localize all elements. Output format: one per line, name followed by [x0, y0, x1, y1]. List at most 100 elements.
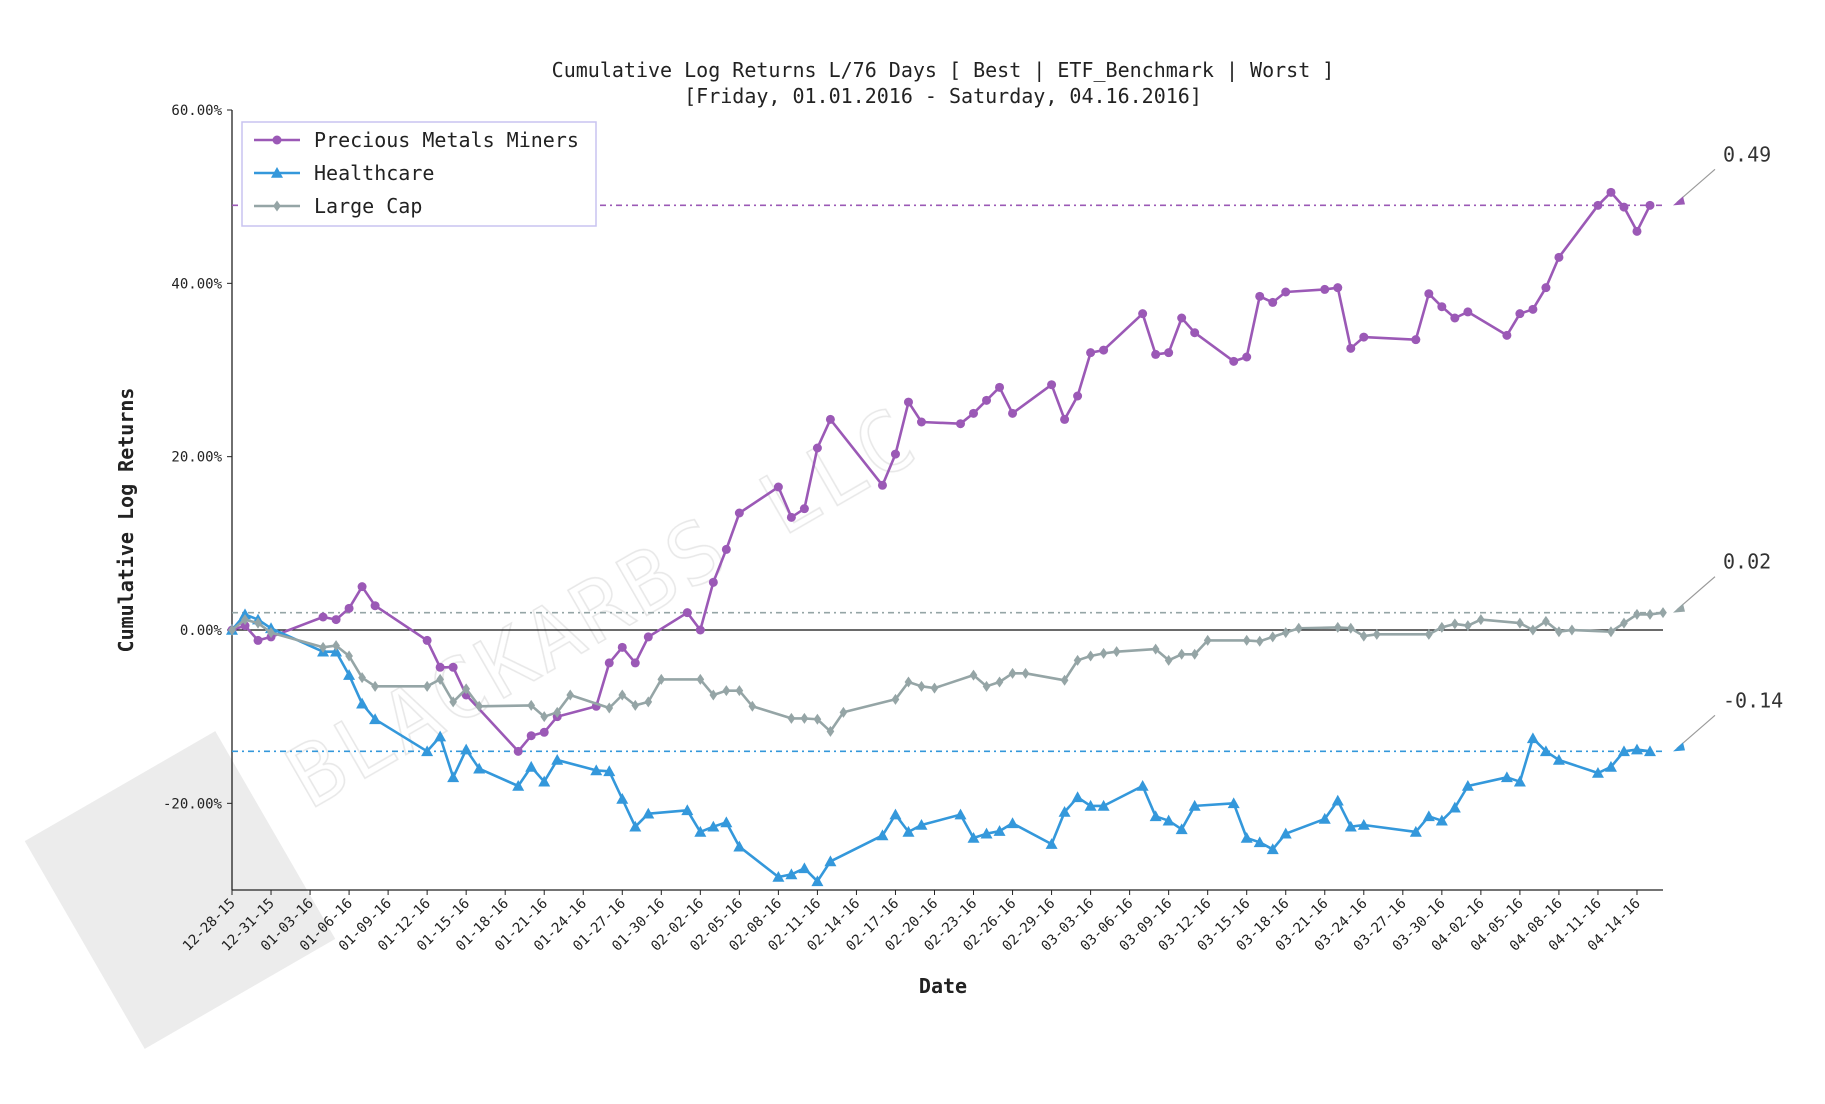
- large-cap-point: [228, 624, 236, 636]
- healthcare-legend-label: Healthcare: [314, 161, 434, 185]
- healthcare-point: [1006, 817, 1019, 829]
- large-cap-point: [696, 673, 705, 685]
- precious-metals-miners-point: [435, 662, 445, 672]
- healthcare-point: [239, 608, 252, 620]
- precious-metals-miners-point: [786, 512, 796, 522]
- precious-metals-miners-point: [1060, 414, 1070, 424]
- large-cap-point: [969, 669, 978, 681]
- healthcare-point: [1058, 806, 1071, 817]
- precious-metals-miners-point: [513, 746, 523, 756]
- precious-metals-miners-point: [982, 395, 992, 405]
- precious-metals-miners-point: [1255, 291, 1265, 301]
- precious-metals-miners-point: [1554, 252, 1564, 262]
- precious-metals-miners-line: [231, 191, 1652, 753]
- precious-metals-miners-point: [240, 621, 250, 631]
- precious-metals-miners-point: [903, 397, 913, 407]
- precious-metals-miners-point: [1463, 307, 1473, 317]
- healthcare-point: [1500, 771, 1513, 783]
- large-cap-point: [1633, 608, 1641, 620]
- large-cap-point: [319, 641, 327, 653]
- large-cap-point: [722, 685, 731, 697]
- large-cap-point: [1542, 615, 1550, 627]
- precious-metals-miners-point: [1411, 335, 1421, 345]
- large-cap-point: [1620, 617, 1628, 629]
- healthcare-point: [1045, 838, 1058, 849]
- large-cap-point: [1073, 654, 1082, 666]
- large-cap-point: [345, 650, 353, 662]
- precious-metals-miners-point: [604, 658, 614, 668]
- healthcare-final-value-label: -0.14: [1723, 688, 1783, 712]
- healthcare-point: [421, 745, 434, 757]
- large-cap-point: [748, 700, 757, 712]
- precious-metals-miners-point: [799, 504, 809, 514]
- large-cap-legend-marker: [273, 200, 281, 212]
- large-cap-point: [800, 712, 809, 724]
- precious-metals-miners-point: [721, 544, 731, 554]
- healthcare-point: [1409, 825, 1422, 837]
- healthcare-point: [369, 713, 382, 725]
- large-cap-point: [1659, 607, 1667, 619]
- precious-metals-miners-point: [1450, 313, 1460, 323]
- large-cap-point: [241, 614, 249, 626]
- healthcare-point: [785, 868, 798, 880]
- precious-metals-miners-point: [995, 382, 1005, 392]
- precious-metals-miners-point: [370, 601, 380, 611]
- precious-metals-miners-point: [1320, 284, 1330, 294]
- healthcare-point: [590, 764, 603, 776]
- precious-metals-miners-point: [1242, 352, 1252, 362]
- precious-metals-miners-point: [1164, 348, 1174, 358]
- y-tick-label: 0.00%: [180, 623, 223, 639]
- healthcare-point: [343, 669, 356, 680]
- axes: -20.00%0.00%20.00%40.00%60.00%12-28-1512…: [163, 103, 1663, 955]
- large-cap-point: [930, 682, 939, 694]
- large-cap-point: [644, 696, 653, 708]
- precious-metals-miners-point: [1502, 330, 1512, 340]
- watermark-text: BLACKARBS LLC: [271, 388, 934, 828]
- final-value-annotations: 0.49 -0.14 0.02: [1673, 142, 1783, 752]
- large-cap-point: [1477, 614, 1485, 626]
- y-tick-label: 60.00%: [171, 103, 222, 119]
- healthcare-point: [1227, 797, 1240, 809]
- precious-metals-miners-legend-label: Precious Metals Miners: [314, 128, 579, 152]
- healthcare-point: [1630, 743, 1643, 755]
- watermark-logo-block: [24, 731, 336, 1049]
- healthcare-point: [629, 820, 642, 832]
- large-cap-point: [1294, 622, 1303, 634]
- healthcare-point: [1136, 780, 1149, 791]
- precious-metals-miners-point: [357, 582, 367, 592]
- healthcare-legend-marker: [271, 167, 283, 178]
- large-cap-point: [527, 699, 536, 711]
- healthcare-point: [1591, 767, 1604, 778]
- healthcare-point: [460, 743, 473, 755]
- y-tick-label: 20.00%: [171, 450, 222, 466]
- large-cap-point: [1099, 647, 1108, 659]
- precious-metals-miners-point: [331, 615, 341, 625]
- large-cap-point: [1021, 667, 1030, 679]
- precious-metals-miners-point: [1047, 380, 1057, 390]
- large-cap-point: [631, 699, 640, 711]
- y-tick-label: 40.00%: [171, 276, 222, 292]
- large-cap-point: [423, 680, 431, 692]
- healthcare-point: [954, 808, 967, 820]
- large-cap-point: [735, 685, 744, 697]
- precious-metals-miners-annotation-arrow: [1676, 168, 1716, 203]
- large-cap-point: [904, 676, 913, 688]
- healthcare-point: [1422, 810, 1435, 822]
- healthcare-point: [1188, 799, 1201, 811]
- precious-metals-miners-annotation-arrowhead: [1673, 196, 1685, 206]
- precious-metals-miners-point: [916, 417, 926, 427]
- healthcare-point: [889, 808, 902, 820]
- precious-metals-miners-point: [1606, 187, 1616, 197]
- healthcare-point: [1344, 820, 1357, 832]
- large-cap-point: [917, 680, 926, 692]
- large-cap-point: [1281, 627, 1290, 639]
- large-cap-line: [231, 611, 1664, 733]
- healthcare-point: [1331, 794, 1344, 806]
- healthcare-point: [603, 765, 616, 777]
- large-cap-point: [540, 711, 549, 723]
- healthcare-point: [1149, 810, 1162, 822]
- healthcare-point: [551, 754, 564, 765]
- legend-box: [241, 121, 597, 227]
- precious-metals-miners-point: [734, 508, 744, 518]
